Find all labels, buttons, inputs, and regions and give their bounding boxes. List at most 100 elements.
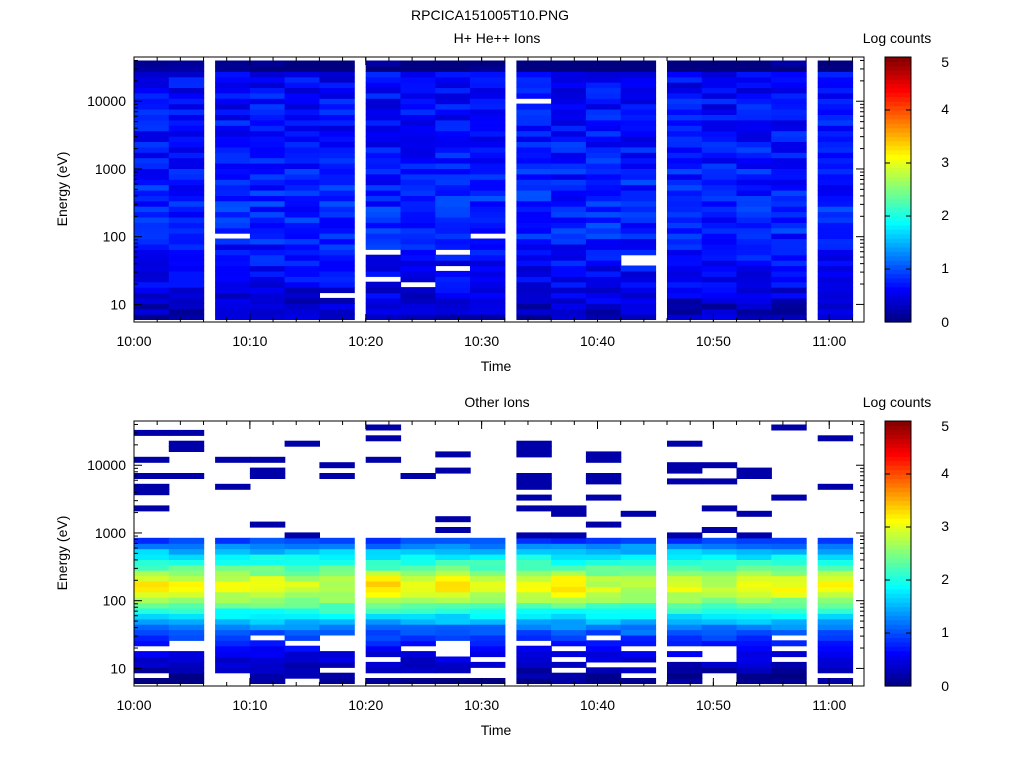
heatmap-cell xyxy=(400,76,436,83)
heatmap-cell xyxy=(585,548,622,555)
heatmap-cell xyxy=(435,92,471,99)
heatmap-cell xyxy=(249,254,286,261)
heatmap-cell xyxy=(771,233,807,240)
heatmap-cell xyxy=(736,297,772,304)
heatmap-cell xyxy=(365,60,402,67)
heatmap-cell xyxy=(585,92,622,99)
heatmap-cell xyxy=(667,678,703,684)
heatmap-cell xyxy=(215,591,251,598)
heatmap-cell xyxy=(585,119,622,126)
heatmap-cell xyxy=(817,314,854,320)
heatmap-cell xyxy=(771,243,807,250)
heatmap-cell xyxy=(585,136,622,142)
colorbar-tick-label: 0 xyxy=(941,314,949,330)
heatmap-cell xyxy=(701,564,738,571)
y-tick-label: 100 xyxy=(103,229,127,245)
heatmap-cell xyxy=(435,678,471,684)
heatmap-cell xyxy=(435,136,471,142)
heatmap-cell xyxy=(215,281,251,288)
colorbar-segment xyxy=(885,527,911,532)
heatmap-cell xyxy=(365,554,402,560)
heatmap-cell xyxy=(134,136,170,142)
heatmap-cell xyxy=(701,537,738,544)
heatmap-cell xyxy=(817,586,854,593)
heatmap-cell xyxy=(365,424,402,431)
heatmap-cell xyxy=(701,109,738,115)
x-tick-label: 11:00 xyxy=(812,697,846,713)
heatmap-cell xyxy=(284,624,320,631)
heatmap-cell xyxy=(817,564,854,571)
heatmap-cell xyxy=(817,287,854,294)
heatmap-cell xyxy=(667,206,703,213)
heatmap-cell xyxy=(771,580,807,587)
heatmap-cell xyxy=(365,103,402,110)
heatmap-cell xyxy=(319,607,355,614)
heatmap-cell xyxy=(516,103,552,110)
heatmap-cell xyxy=(249,190,286,196)
heatmap-cell xyxy=(736,270,772,277)
heatmap-cell xyxy=(701,254,738,261)
heatmap-cell xyxy=(817,65,854,72)
heatmap-cell xyxy=(215,564,251,571)
heatmap-cell xyxy=(134,624,170,631)
heatmap-cell xyxy=(168,629,205,636)
y-axis-label-1: Energy (eV) xyxy=(54,152,70,227)
heatmap-cell xyxy=(817,130,854,137)
heatmap-cell xyxy=(817,227,854,234)
heatmap-cell xyxy=(585,451,622,458)
heatmap-cell xyxy=(771,591,807,598)
heatmap-cell xyxy=(365,661,402,668)
heatmap-cell xyxy=(585,613,622,620)
heatmap-cell xyxy=(516,163,552,169)
heatmap-cell xyxy=(470,243,506,250)
heatmap-cell xyxy=(435,157,471,164)
heatmap-cell xyxy=(701,233,738,240)
heatmap-cell xyxy=(435,173,471,180)
heatmap-cell xyxy=(365,195,402,202)
heatmap-cell xyxy=(470,152,506,159)
heatmap-cell xyxy=(585,640,622,647)
heatmap-cell xyxy=(551,114,587,121)
heatmap-cell xyxy=(435,243,471,250)
heatmap-cell xyxy=(551,314,587,320)
heatmap-cell xyxy=(736,559,772,566)
heatmap-cell xyxy=(620,678,657,684)
colorbar-segment xyxy=(885,313,911,319)
heatmap-cell xyxy=(284,233,320,240)
heatmap-cell xyxy=(620,580,657,587)
heatmap-cell xyxy=(319,303,355,310)
heatmap-cell xyxy=(319,249,355,256)
heatmap-cell xyxy=(516,548,552,555)
heatmap-cell xyxy=(667,661,703,668)
heatmap-cell xyxy=(470,260,506,267)
heatmap-cell xyxy=(400,537,436,544)
heatmap-cell xyxy=(400,216,436,223)
colorbar-tick-label: 5 xyxy=(941,54,949,70)
heatmap-cell xyxy=(736,613,772,620)
heatmap-cell xyxy=(215,190,251,196)
heatmap-cell xyxy=(667,222,703,229)
heatmap-cell xyxy=(284,661,320,668)
heatmap-cell xyxy=(168,114,205,121)
x-tick-label: 10:20 xyxy=(348,697,383,713)
heatmap-cell xyxy=(817,303,854,310)
heatmap-cell xyxy=(736,92,772,99)
colorbar-segment xyxy=(885,624,911,630)
heatmap-cell xyxy=(249,270,286,277)
heatmap-cell xyxy=(620,287,657,294)
heatmap-cell xyxy=(551,254,587,261)
heatmap-cell xyxy=(585,456,622,463)
heatmap-cell xyxy=(585,607,622,614)
heatmap-cell xyxy=(134,82,170,88)
heatmap-cell xyxy=(516,130,552,137)
heatmap-cell xyxy=(817,222,854,229)
heatmap-cell xyxy=(736,618,772,625)
heatmap-cell xyxy=(817,152,854,159)
heatmap-cell xyxy=(435,467,471,474)
heatmap-cell xyxy=(551,82,587,88)
heatmap-cell xyxy=(736,260,772,267)
heatmap-cell xyxy=(667,130,703,137)
heatmap-cell xyxy=(319,678,355,684)
colorbar-segment xyxy=(885,681,911,687)
heatmap-cell xyxy=(249,308,286,315)
